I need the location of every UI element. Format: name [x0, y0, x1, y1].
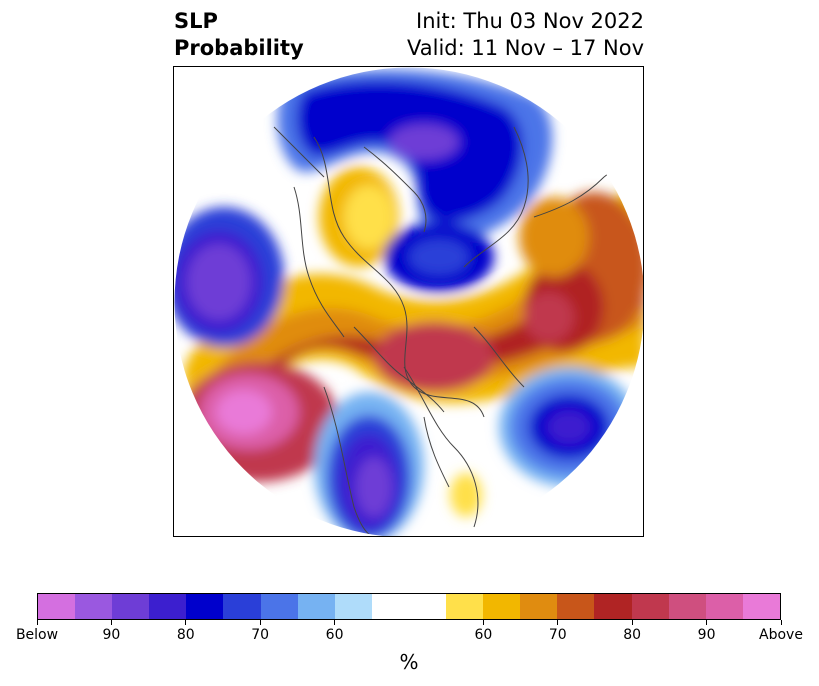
colorbar-segment — [38, 594, 76, 619]
valid-range: Valid: 11 Nov – 17 Nov — [407, 36, 644, 60]
colorbar-segment — [186, 594, 224, 619]
colorbar-segment — [631, 594, 669, 619]
colorbar-tick — [631, 620, 633, 625]
colorbar-segment — [75, 594, 113, 619]
coastlines — [273, 86, 643, 536]
colorbar-segment — [594, 594, 632, 619]
probability-map-svg — [174, 67, 643, 536]
colorbar-tick — [259, 620, 261, 625]
colorbar-tick — [36, 620, 38, 625]
colorbar-tick — [482, 620, 484, 625]
colorbar-segment — [742, 594, 780, 619]
colorbar-tick — [185, 620, 187, 625]
colorbar-segment — [408, 594, 447, 619]
colorbar-tick — [110, 620, 112, 625]
colorbar-tick-label: 90 — [697, 627, 716, 643]
colorbar-segment — [260, 594, 298, 619]
colorbar-tick — [557, 620, 559, 625]
colorbar-tick-label: 70 — [548, 627, 567, 643]
colorbar-segment — [149, 594, 187, 619]
colorbar-segment — [112, 594, 150, 619]
colorbar-tick-label: 70 — [251, 627, 270, 643]
colorbar-segment — [483, 594, 521, 619]
map-title: SLP Probability — [174, 8, 304, 62]
colorbar-unit: % — [399, 650, 419, 674]
init-date: Init: Thu 03 Nov 2022 — [416, 9, 644, 33]
colorbar-segment — [371, 594, 409, 619]
colorbar-segment — [520, 594, 558, 619]
colorbar-tick-label: 80 — [623, 627, 642, 643]
colorbar-tick-label: 90 — [102, 627, 121, 643]
colorbar-segment — [223, 594, 261, 619]
colorbar-tick-label: Above — [759, 627, 803, 643]
colorbar-tick — [706, 620, 708, 625]
polar-map — [173, 66, 644, 537]
colorbar-tick-label: Below — [15, 627, 59, 643]
title-variable: SLP — [174, 9, 218, 33]
probability-field — [174, 67, 643, 536]
map-dates: Init: Thu 03 Nov 2022 Valid: 11 Nov – 17… — [407, 8, 644, 62]
colorbar-segment — [334, 594, 372, 619]
colorbar-segment — [705, 594, 743, 619]
colorbar-segment — [446, 594, 484, 619]
colorbar-tick-label: 60 — [325, 627, 344, 643]
colorbar-segment — [668, 594, 706, 619]
title-subtitle: Probability — [174, 36, 304, 60]
colorbar-segment — [557, 594, 595, 619]
colorbar-tick — [334, 620, 336, 625]
colorbar-tick-label: 80 — [176, 627, 195, 643]
colorbar — [37, 593, 781, 620]
colorbar-segment — [297, 594, 335, 619]
colorbar-tick — [780, 620, 782, 625]
colorbar-tick-label: 60 — [474, 627, 493, 643]
